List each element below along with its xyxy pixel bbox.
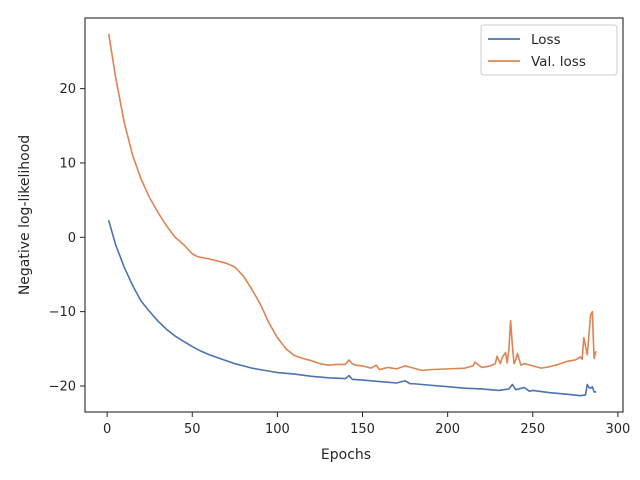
x-tick-label: 200 [435, 422, 460, 437]
x-tick-label: 150 [350, 422, 375, 437]
y-tick-label: −20 [49, 379, 76, 394]
legend: Loss Val. loss [480, 24, 618, 76]
x-tick-label: 100 [265, 422, 290, 437]
x-tick-label: 50 [184, 422, 201, 437]
y-tick-label: 0 [68, 231, 76, 246]
legend-label: Loss [531, 32, 561, 48]
x-axis-label: Epochs [321, 447, 371, 463]
legend-label: Val. loss [531, 54, 586, 70]
x-tick-label: 300 [605, 422, 630, 437]
y-tick-label: 10 [59, 156, 76, 171]
y-tick-label: 20 [59, 82, 76, 97]
y-axis-label: Negative log-likelihood [17, 135, 33, 295]
y-tick-label: −10 [49, 305, 76, 320]
plot-lines [108, 33, 597, 397]
plot-frame [84, 17, 624, 413]
x-tick-label: 0 [103, 422, 111, 437]
series-line-loss [108, 220, 597, 397]
axis-ticks: 0 50 100 150 200 250 300 −20 −10 0 10 20 [49, 82, 631, 437]
x-tick-label: 250 [520, 422, 545, 437]
series-line-val-loss [108, 33, 597, 372]
legend-box [480, 24, 618, 76]
